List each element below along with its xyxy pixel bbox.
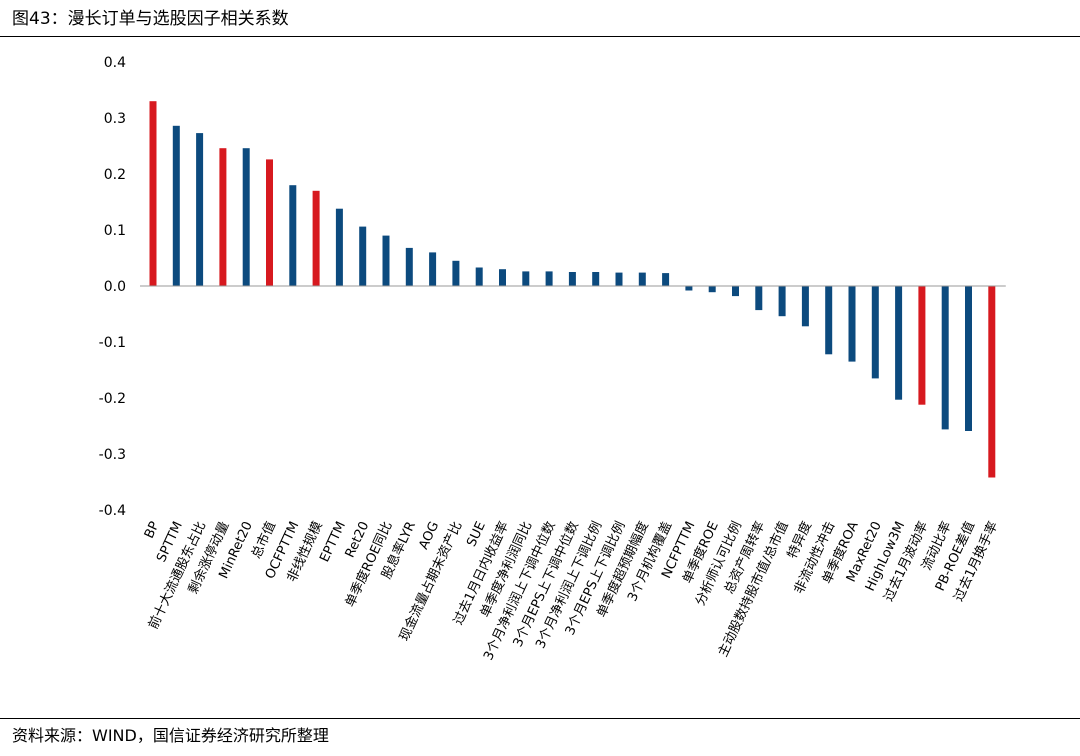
- bar: [382, 235, 390, 286]
- bar: [312, 190, 320, 286]
- bar: [242, 148, 250, 286]
- bar: [732, 286, 739, 297]
- bar: [359, 226, 367, 286]
- source-note: 资料来源：WIND，国信证券经济研究所整理: [12, 726, 329, 745]
- bar: [475, 267, 483, 286]
- bar: [196, 133, 204, 286]
- y-tick-label: -0.4: [99, 503, 126, 519]
- bar: [429, 252, 437, 286]
- bar: [335, 208, 343, 286]
- y-axis: 0.4 0.3 0.2 0.1 0.0 -0.1 -0.2 -0.3 -0.4: [99, 55, 126, 519]
- x-tick-label: SUE: [464, 519, 489, 549]
- bar: [266, 159, 273, 286]
- bar: [452, 260, 460, 286]
- bar: [615, 272, 623, 286]
- bar: [522, 271, 530, 286]
- top-rule: [0, 36, 1080, 37]
- bar: [778, 286, 786, 317]
- figure-header: 图43：漫长订单与选股因子相关系数: [12, 6, 1080, 36]
- bar: [405, 247, 413, 286]
- bar: [965, 286, 972, 431]
- bottom-rule: [0, 718, 1080, 719]
- bar: [988, 286, 996, 478]
- bar: [871, 286, 879, 379]
- y-tick-label: 0.0: [104, 279, 126, 295]
- bar-chart: 0.4 0.3 0.2 0.1 0.0 -0.1 -0.2 -0.3 -0.4 BPSPTTM前…: [99, 55, 1006, 663]
- y-tick-label: -0.3: [99, 447, 126, 463]
- x-tick-label: BP: [142, 519, 163, 541]
- bar: [545, 271, 553, 286]
- bar: [149, 101, 157, 286]
- bar: [592, 272, 600, 286]
- figure-title: 图43：漫长订单与选股因子相关系数: [12, 9, 289, 29]
- bar: [801, 286, 809, 327]
- bar: [219, 148, 227, 286]
- bar: [568, 272, 576, 286]
- y-tick-label: 0.3: [104, 111, 126, 127]
- x-labels: BPSPTTM前十大流通股东占比剩余涨停动量MinRet20总市值OCFPTTM…: [142, 519, 1001, 663]
- bar: [918, 286, 926, 405]
- bars-group: [149, 101, 996, 478]
- bar: [289, 185, 297, 286]
- bar: [172, 125, 180, 286]
- bar: [638, 272, 646, 286]
- bar: [848, 286, 856, 362]
- y-tick-label: -0.1: [99, 335, 126, 351]
- y-tick-label: 0.1: [104, 223, 126, 239]
- bar: [499, 269, 506, 286]
- bar: [685, 286, 693, 291]
- bar: [941, 286, 949, 430]
- bar: [708, 286, 716, 293]
- y-tick-label: 0.4: [104, 55, 126, 71]
- bar: [825, 286, 833, 355]
- bar: [755, 286, 763, 311]
- bar: [895, 286, 903, 400]
- y-tick-label: -0.2: [99, 391, 126, 407]
- bar: [662, 273, 670, 286]
- y-tick-label: 0.2: [104, 167, 126, 183]
